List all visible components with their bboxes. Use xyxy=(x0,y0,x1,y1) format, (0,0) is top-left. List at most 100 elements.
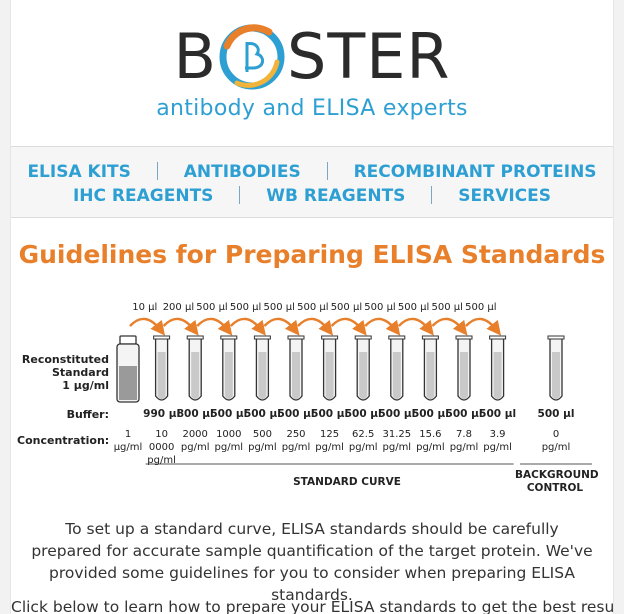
transfer-volume-label: 500 µl xyxy=(465,302,497,313)
concentration-unit: pg/ml xyxy=(214,442,244,453)
transfer-arrow-icon xyxy=(364,317,401,336)
concentration-value: 7.8 pg/ml xyxy=(444,428,484,454)
transfer-arrow-icon xyxy=(297,317,334,336)
test-tube-icon xyxy=(253,335,271,401)
transfer-volume-label: 500 µl xyxy=(431,302,463,313)
buffer-volume: 500 µl xyxy=(243,408,281,420)
concentration-value: 250 pg/ml xyxy=(276,428,316,454)
standard-vial-icon xyxy=(116,335,140,403)
intro-paragraph: To set up a standard curve, ELISA standa… xyxy=(31,520,593,604)
email-card: B STER antibody and ELISA experts ELISA … xyxy=(11,0,613,614)
background-tube-icon xyxy=(547,335,565,401)
logo-o-icon xyxy=(219,24,285,90)
concentration-unit: µg/ml xyxy=(113,442,143,453)
transfer-volume-label: 500 µl xyxy=(330,302,363,313)
concentration-unit: pg/ml xyxy=(416,442,445,453)
buffer-volume: 500 µl xyxy=(445,408,483,420)
buffer-volume: 800 µl xyxy=(176,408,214,420)
concentration-row-label: Concentration: xyxy=(17,434,110,447)
nav-row-2: IHC REAGENTS WB REAGENTS SERVICES xyxy=(11,186,613,206)
background-label-line-2: CONTROL xyxy=(526,482,584,494)
transfer-arrow-icon xyxy=(397,317,434,336)
concentration-unit: pg/ml xyxy=(315,442,344,453)
concentration-number: 2000 xyxy=(182,429,208,440)
cta-text: Click below to learn how to prepare your… xyxy=(11,598,613,614)
concentration-value: 2000 pg/ml xyxy=(175,428,215,454)
test-tube-icon xyxy=(220,335,238,401)
buffer-volume: 500 µl xyxy=(311,408,349,420)
concentration-value: 62.5 pg/ml xyxy=(343,428,383,454)
nav-separator xyxy=(156,162,158,180)
concentration-number: 15.6 xyxy=(419,429,442,440)
concentration-value: 125 pg/ml xyxy=(310,428,350,454)
nav-link-services[interactable]: SERVICES xyxy=(458,186,552,206)
nav-link-wb-reagents[interactable]: WB REAGENTS xyxy=(266,186,406,206)
concentration-unit: pg/ml xyxy=(541,442,571,453)
standard-curve-label: STANDARD CURVE xyxy=(293,476,401,488)
transfer-arrow-icon xyxy=(330,317,367,336)
transfer-arrow-icon xyxy=(263,317,300,336)
concentration-number: 125 xyxy=(320,429,340,440)
reconstituted-label-line-1: Reconstituted xyxy=(21,353,109,366)
buffer-volume: 500 µl xyxy=(378,408,416,420)
transfer-volume-label: 500 µl xyxy=(229,302,262,313)
buffer-volume: 500 µl xyxy=(411,408,449,420)
transfer-arrow-icon xyxy=(465,317,502,336)
dilution-diagram[interactable]: Reconstituted Standard 1 µg/ml Buffer: C… xyxy=(11,296,613,504)
transfer-arrow-icon xyxy=(162,317,199,336)
transfer-arrow-icon xyxy=(129,317,166,336)
nav-link-antibodies[interactable]: ANTIBODIES xyxy=(183,162,301,182)
concentration-value: 500 pg/ml xyxy=(242,428,282,454)
nav-row-1: ELISA KITS ANTIBODIES RECOMBINANT PROTEI… xyxy=(11,162,613,182)
nav-separator xyxy=(239,186,241,204)
brand-logo[interactable]: B STER xyxy=(11,20,613,94)
logo-o-slot xyxy=(217,24,287,90)
concentration-value: 15.6 pg/ml xyxy=(410,428,450,454)
test-tube-icon xyxy=(388,335,406,401)
concentration-number: 10 0000 xyxy=(148,429,175,453)
logo-letter-b: B xyxy=(173,20,218,93)
main-nav: ELISA KITS ANTIBODIES RECOMBINANT PROTEI… xyxy=(11,146,613,218)
test-tube-icon xyxy=(421,335,439,401)
buffer-volume: 990 µl xyxy=(143,408,181,420)
dilution-diagram-graphics xyxy=(116,317,592,465)
transfer-volume-label: 500 µl xyxy=(196,302,228,313)
buffer-volume: 500 µl xyxy=(210,408,248,420)
concentration-number: 62.5 xyxy=(352,429,375,440)
test-tube-icon xyxy=(153,335,171,401)
logo-letters-ster: STER xyxy=(287,20,451,93)
test-tube-icon xyxy=(186,335,204,401)
concentration-value: 31.25 pg/ml xyxy=(377,428,417,454)
concentration-unit: pg/ml xyxy=(449,442,479,453)
concentration-value: 1 µg/ml xyxy=(108,428,148,454)
nav-link-ihc-reagents[interactable]: IHC REAGENTS xyxy=(72,186,214,206)
test-tube-icon xyxy=(455,335,473,401)
transfer-volume-label: 500 µl xyxy=(364,302,396,313)
reconstituted-label-line-2: Standard xyxy=(51,366,109,379)
nav-link-recombinant-proteins[interactable]: RECOMBINANT PROTEINS xyxy=(353,162,597,182)
transfer-arrow-icon xyxy=(229,317,266,336)
test-tube-icon xyxy=(489,335,507,401)
concentration-value: 1000 pg/ml xyxy=(209,428,249,454)
concentration-number: 250 xyxy=(286,429,306,440)
concentration-unit: pg/ml xyxy=(180,442,210,453)
transfer-arrow-icon xyxy=(196,317,233,336)
concentration-number: 0 xyxy=(552,429,560,440)
transfer-volume-label: 500 µl xyxy=(397,302,430,313)
nav-separator xyxy=(326,162,328,180)
page-title: Guidelines for Preparing ELISA Standards xyxy=(18,240,606,269)
brand-tagline: antibody and ELISA experts xyxy=(156,96,468,121)
concentration-unit: pg/ml xyxy=(248,442,277,453)
concentration-unit: pg/ml xyxy=(382,442,412,453)
concentration-value: 10 0000 pg/ml xyxy=(142,428,182,467)
nav-link-elisa-kits[interactable]: ELISA KITS xyxy=(27,162,131,182)
concentration-unit: pg/ml xyxy=(483,442,512,453)
buffer-volume: 500 µl xyxy=(277,408,315,420)
concentration-unit: pg/ml xyxy=(348,442,378,453)
transfer-volume-label: 500 µl xyxy=(297,302,329,313)
brand-header[interactable]: B STER antibody and ELISA experts xyxy=(11,0,613,146)
background-buffer-volume: 500 µl xyxy=(537,408,575,420)
concentration-number: 31.25 xyxy=(382,429,412,440)
buffer-volume: 500 µl xyxy=(479,408,517,420)
test-tube-icon xyxy=(321,335,339,401)
